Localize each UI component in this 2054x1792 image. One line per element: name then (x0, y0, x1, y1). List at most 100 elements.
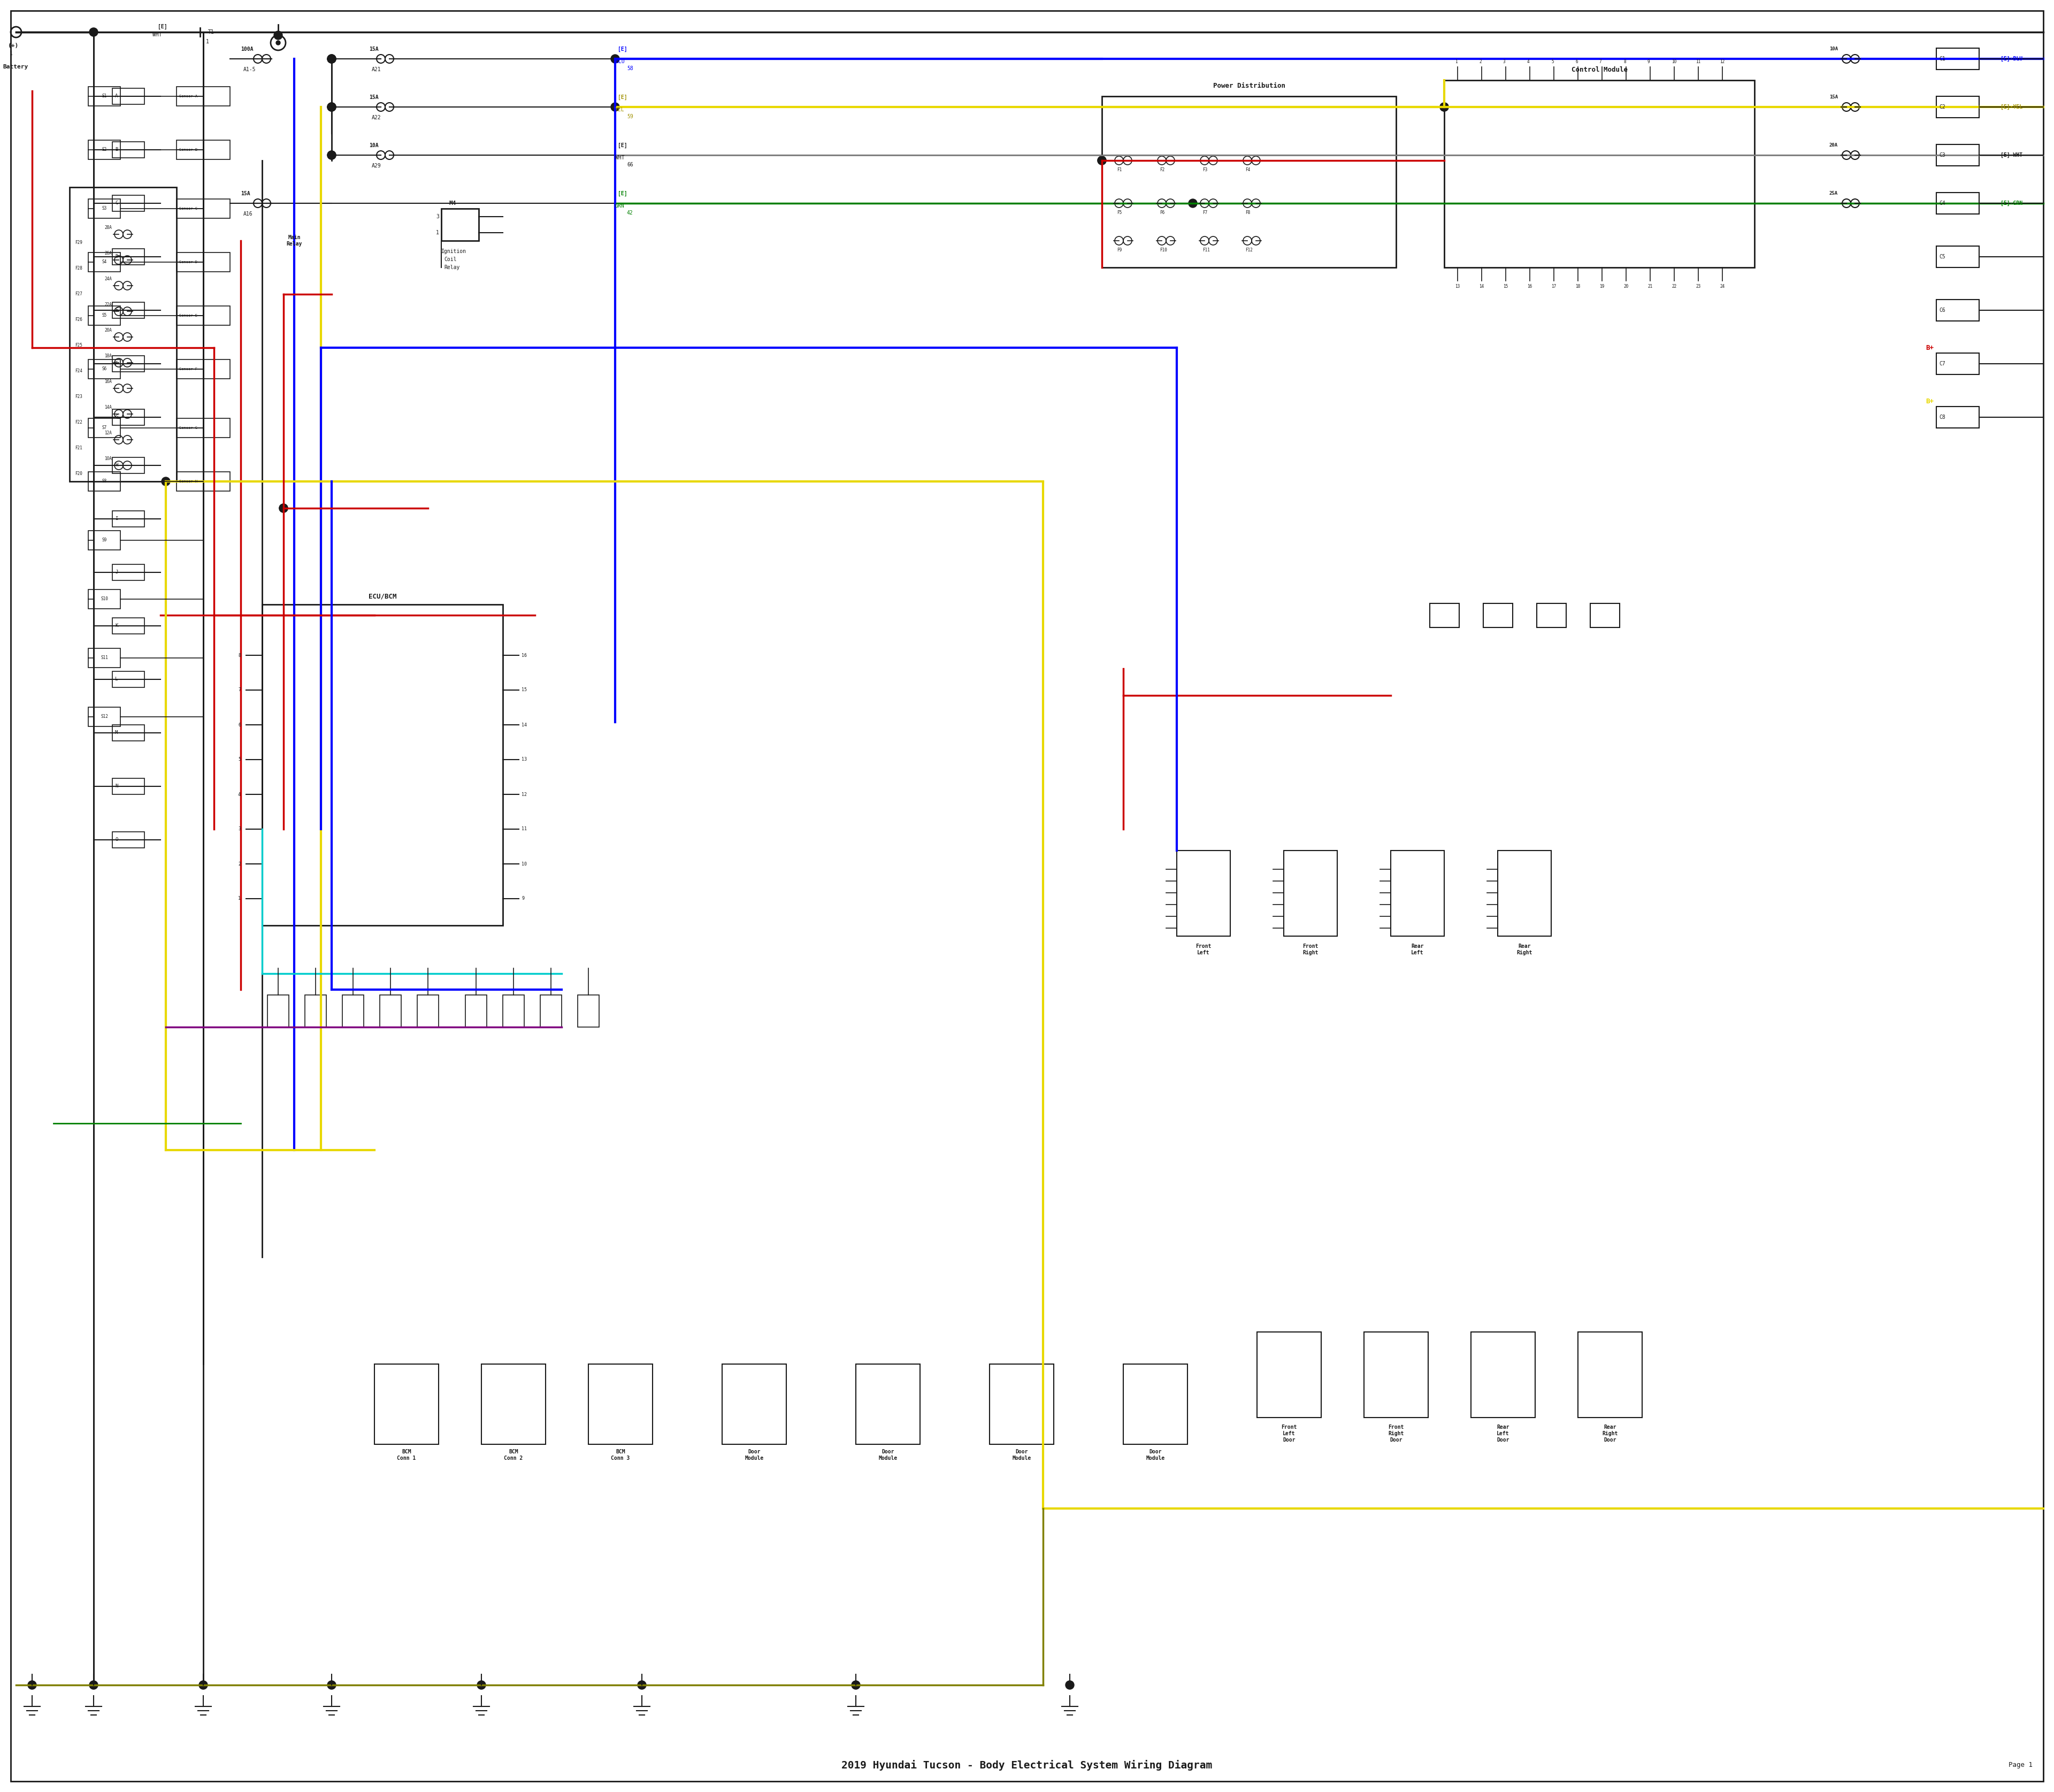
Text: F: F (115, 362, 117, 366)
Text: C2: C2 (1939, 104, 1945, 109)
Bar (540, 995, 561, 1027)
Text: Rear
Left
Door: Rear Left Door (1497, 1425, 1510, 1443)
Bar (1124, 1364, 1187, 1444)
Text: B: B (115, 147, 117, 152)
Bar (1471, 1331, 1534, 1417)
Bar (177, 86, 230, 106)
Circle shape (88, 29, 99, 36)
Text: 9: 9 (522, 896, 524, 901)
Bar (1590, 604, 1619, 627)
Text: A16: A16 (242, 211, 253, 217)
Text: S8: S8 (103, 478, 107, 484)
Text: Sensor F: Sensor F (179, 367, 197, 371)
Text: C3: C3 (1939, 152, 1945, 158)
Text: 58: 58 (626, 66, 633, 72)
Text: D: D (115, 254, 117, 260)
Text: 14: 14 (1479, 283, 1483, 289)
Text: 20A: 20A (105, 328, 111, 333)
Text: 20A: 20A (1830, 143, 1838, 149)
Text: 19: 19 (1600, 283, 1604, 289)
Text: 3: 3 (238, 826, 240, 831)
Text: 4: 4 (1526, 59, 1530, 65)
Circle shape (1097, 156, 1107, 165)
Text: 10: 10 (1672, 59, 1676, 65)
Bar (113, 457, 144, 473)
Text: S11: S11 (101, 656, 109, 661)
Text: 1: 1 (238, 896, 240, 901)
Bar (88, 708, 121, 726)
Text: Relay: Relay (444, 265, 460, 271)
Text: BLU: BLU (614, 59, 624, 65)
Text: [E]: [E] (618, 95, 626, 100)
Text: 12: 12 (1719, 59, 1725, 65)
Text: WHT: WHT (152, 32, 162, 38)
Bar (1430, 604, 1458, 627)
Text: F22: F22 (74, 419, 82, 425)
Bar (1257, 1331, 1321, 1417)
Text: 16: 16 (522, 652, 528, 658)
Circle shape (852, 1681, 861, 1690)
Bar (177, 360, 230, 378)
Text: 9: 9 (1647, 59, 1649, 65)
Text: 10A: 10A (370, 143, 378, 149)
Text: 8: 8 (1623, 59, 1627, 65)
Text: F29: F29 (74, 240, 82, 246)
Circle shape (637, 1681, 647, 1690)
Text: 22A: 22A (105, 303, 111, 306)
Bar (466, 995, 487, 1027)
Text: 13: 13 (1454, 283, 1460, 289)
Text: F9: F9 (1117, 247, 1121, 253)
Text: F23: F23 (74, 394, 82, 400)
Text: Front
Left
Door: Front Left Door (1282, 1425, 1296, 1443)
Text: 3: 3 (435, 213, 440, 219)
Text: S3: S3 (103, 206, 107, 211)
Text: Sensor H: Sensor H (179, 480, 197, 484)
Bar (88, 86, 121, 106)
Text: F24: F24 (74, 369, 82, 373)
Bar (177, 306, 230, 324)
Text: 26A: 26A (105, 251, 111, 256)
Text: B+: B+ (1927, 344, 1933, 351)
Circle shape (29, 1681, 37, 1690)
Text: 7: 7 (238, 688, 240, 692)
Text: BCM
Conn 3: BCM Conn 3 (610, 1450, 631, 1460)
Text: C1: C1 (1939, 56, 1945, 61)
Text: Door
Module: Door Module (879, 1450, 898, 1460)
Text: Sensor E: Sensor E (179, 314, 197, 317)
Text: 10A: 10A (105, 457, 111, 461)
Text: BCM
Conn 1: BCM Conn 1 (396, 1450, 417, 1460)
Text: F21: F21 (74, 446, 82, 450)
Text: Page 1: Page 1 (2009, 1762, 2033, 1769)
Text: 15A: 15A (370, 95, 378, 100)
Text: Rear
Right: Rear Right (1516, 944, 1532, 955)
Circle shape (327, 54, 337, 63)
Circle shape (327, 54, 337, 63)
Text: 21: 21 (1647, 283, 1651, 289)
Text: F28: F28 (74, 265, 82, 271)
Text: 8: 8 (238, 652, 240, 658)
Text: S1: S1 (103, 93, 107, 99)
Text: 2: 2 (238, 862, 240, 866)
Text: 5: 5 (1551, 59, 1553, 65)
Bar (177, 140, 230, 159)
Text: 59: 59 (626, 115, 633, 120)
Circle shape (279, 504, 288, 513)
Text: [E]-WHT: [E]-WHT (2001, 152, 2023, 158)
Text: [E]: [E] (618, 143, 626, 149)
Text: 28A: 28A (105, 226, 111, 231)
Text: (+): (+) (8, 43, 18, 48)
Bar (417, 995, 440, 1027)
Text: C4: C4 (1939, 201, 1945, 206)
Text: 18A: 18A (105, 353, 111, 358)
Circle shape (327, 151, 337, 159)
Text: A29: A29 (372, 163, 382, 168)
Text: 1: 1 (435, 229, 440, 235)
Bar (1391, 851, 1444, 935)
Text: S4: S4 (103, 260, 107, 265)
Circle shape (477, 1681, 485, 1690)
Text: 13: 13 (522, 758, 528, 762)
Text: 14: 14 (522, 722, 528, 728)
Text: F10: F10 (1161, 247, 1167, 253)
Text: N: N (115, 783, 117, 788)
Text: I: I (115, 516, 117, 521)
